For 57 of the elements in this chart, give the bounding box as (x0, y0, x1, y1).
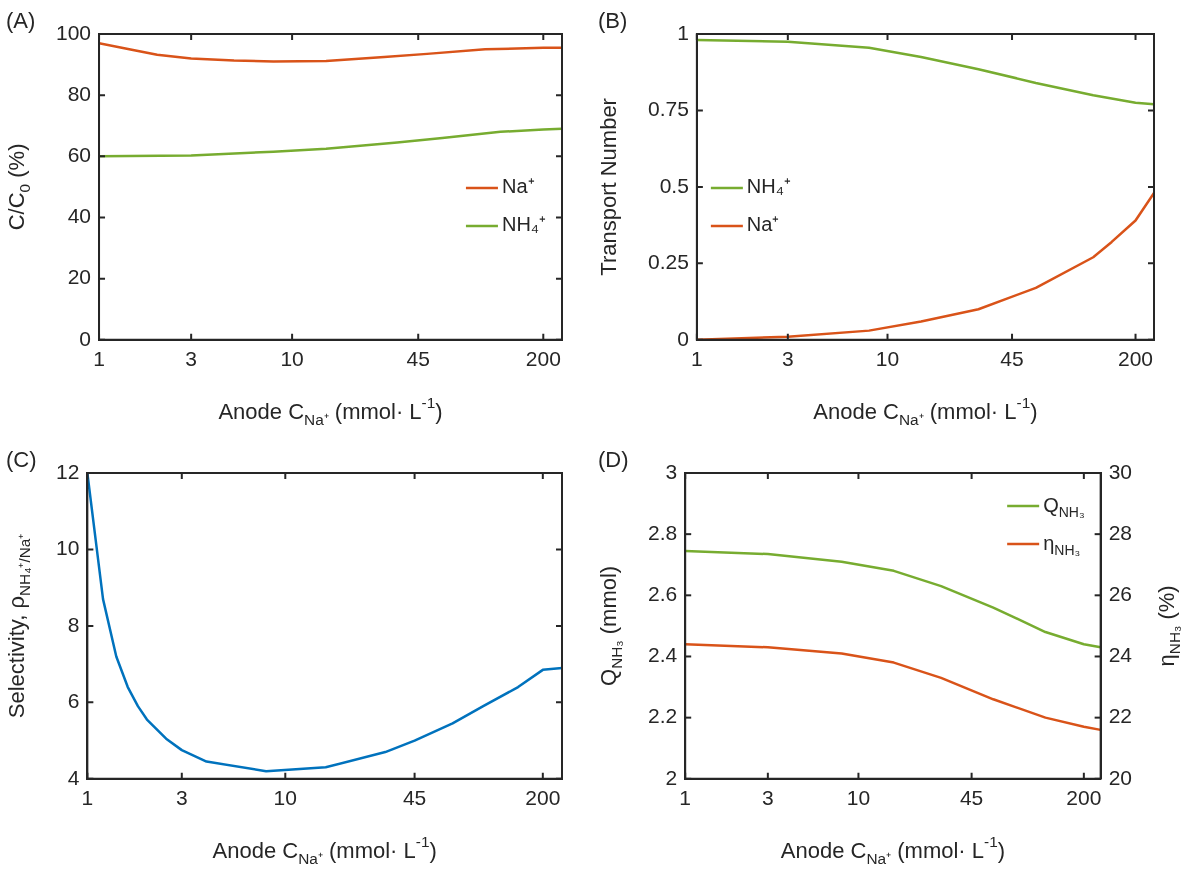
x-tick-label: 3 (781, 347, 794, 371)
x-tick-label: 45 (402, 786, 427, 810)
legend-label: Na⁺ (501, 175, 535, 198)
x-tick-label: 200 (1066, 786, 1102, 810)
chart-title: (D) (598, 447, 629, 473)
x-tick-label: 10 (273, 786, 297, 810)
y-tick-label: 100 (55, 20, 92, 44)
chart-title: (A) (6, 8, 36, 34)
y-tick-label: 2.8 (647, 520, 678, 544)
y-tick-label: 2.2 (647, 704, 678, 728)
x-tick-label: 200 (525, 786, 561, 810)
y-tick-label: 4 (67, 765, 80, 789)
y-tick-label: 2 (665, 765, 678, 789)
legend-label: Na⁺ (746, 213, 780, 236)
y-tick-label: 80 (67, 81, 92, 105)
x-tick-label: 3 (175, 786, 188, 810)
y-tick-label: 10 (56, 536, 80, 560)
y2-tick-label: 26 (1108, 582, 1132, 606)
y2-tick-label: 24 (1108, 643, 1133, 667)
y-tick-label: 20 (67, 265, 92, 289)
y2-tick-label: 20 (1108, 765, 1132, 789)
y-tick-label: 2.4 (647, 643, 678, 667)
y-tick-label: 0 (677, 326, 689, 350)
x-tick-label: 3 (762, 786, 774, 810)
y2-tick-label: 22 (1108, 704, 1132, 728)
y-tick-label: 0.75 (648, 97, 689, 121)
y-axis-title: Selectivity, ρNH₄⁺/Na⁺ (4, 533, 33, 719)
x-tick-label: 10 (875, 347, 900, 371)
y-tick-label: 0.25 (648, 250, 689, 274)
x-tick-label: 45 (959, 786, 984, 810)
y-axis-title: Transport Number (596, 98, 622, 276)
x-tick-label: 3 (185, 347, 197, 371)
y2-tick-label: 30 (1108, 459, 1132, 483)
x-tick-label: 10 (280, 347, 304, 371)
y-tick-label: 40 (67, 204, 92, 228)
y-tick-label: 6 (67, 689, 80, 713)
legend-label: NH₄⁺ (501, 213, 547, 236)
y2-axis-title: ηNH₃ (%) (1154, 585, 1183, 667)
x-tick-label: 10 (846, 786, 871, 810)
legend-label: NH₄⁺ (746, 175, 791, 198)
chart-title: (B) (598, 8, 628, 34)
y-tick-label: 0 (79, 326, 92, 350)
y-tick-label: 2.6 (647, 582, 678, 606)
y-tick-label: 3 (665, 459, 678, 483)
y-tick-label: 0.5 (659, 173, 689, 197)
y-tick-label: 1 (677, 20, 689, 44)
y-tick-label: 60 (67, 143, 92, 167)
y2-tick-label: 28 (1108, 520, 1132, 544)
x-tick-label: 200 (1118, 347, 1154, 371)
x-tick-label: 45 (1000, 347, 1024, 371)
y-tick-label: 8 (67, 612, 80, 636)
x-tick-label: 45 (406, 347, 430, 371)
x-tick-label: 200 (525, 347, 561, 371)
chart-title: (C) (6, 447, 37, 473)
y-axis-title: C/C0 (%) (4, 143, 33, 231)
y-tick-label: 12 (56, 459, 80, 483)
y-axis-title: QNH₃ (mmol) (596, 565, 625, 686)
